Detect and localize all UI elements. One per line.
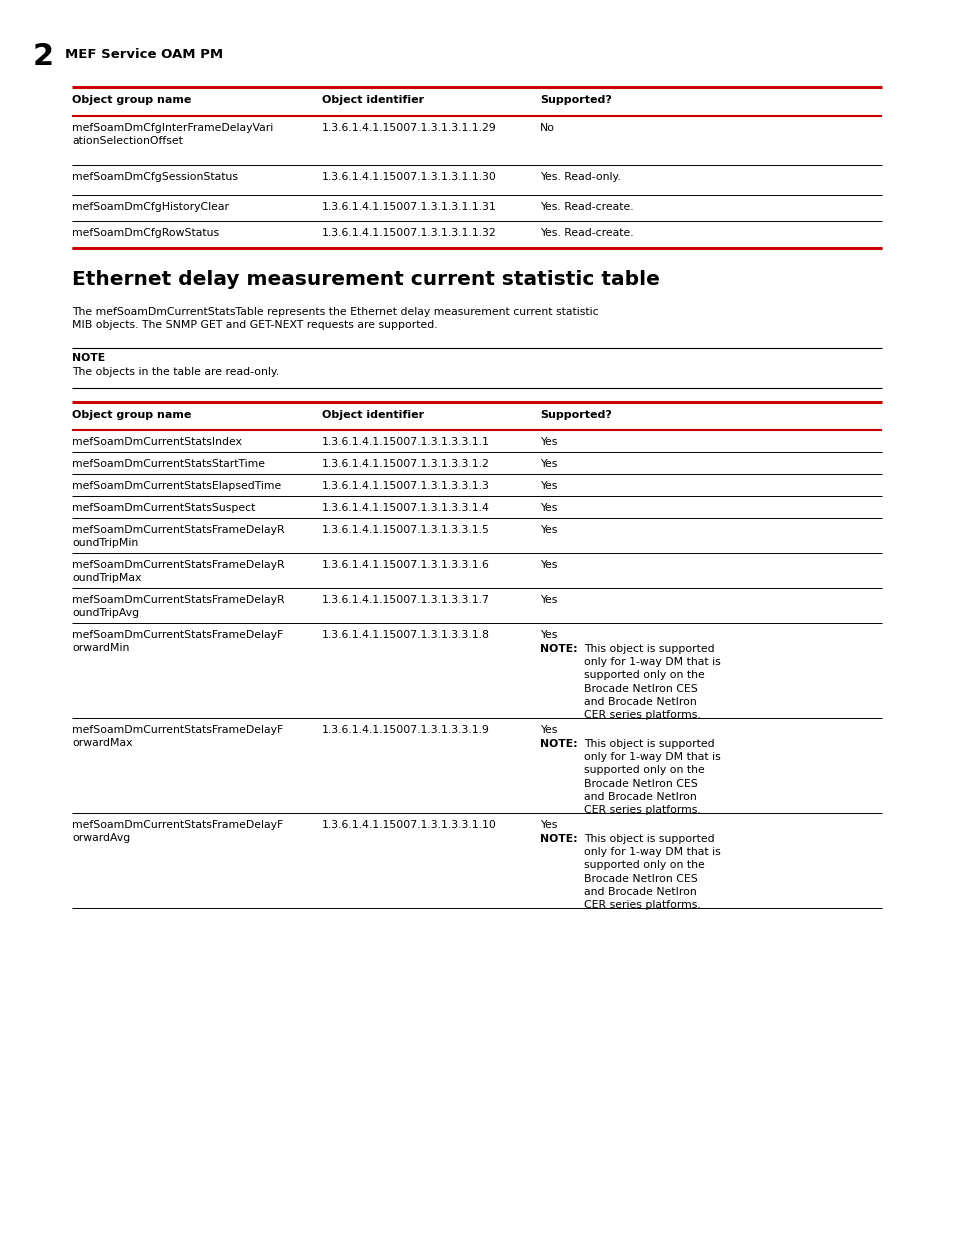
Text: Supported?: Supported? [539,410,611,420]
Text: Object identifier: Object identifier [322,95,424,105]
Text: 1.3.6.1.4.1.15007.1.3.1.3.1.1.32: 1.3.6.1.4.1.15007.1.3.1.3.1.1.32 [322,228,497,238]
Text: mefSoamDmCurrentStatsIndex: mefSoamDmCurrentStatsIndex [71,437,242,447]
Text: Yes: Yes [539,480,557,492]
Text: NOTE:: NOTE: [539,834,577,844]
Text: This object is supported
only for 1-way DM that is
supported only on the
Brocade: This object is supported only for 1-way … [583,834,720,910]
Text: Object identifier: Object identifier [322,410,424,420]
Text: mefSoamDmCurrentStatsFrameDelayR
oundTripAvg: mefSoamDmCurrentStatsFrameDelayR oundTri… [71,595,284,619]
Text: 1.3.6.1.4.1.15007.1.3.1.3.1.1.29: 1.3.6.1.4.1.15007.1.3.1.3.1.1.29 [322,124,497,133]
Text: Ethernet delay measurement current statistic table: Ethernet delay measurement current stati… [71,270,659,289]
Text: Yes: Yes [539,459,557,469]
Text: Yes: Yes [539,559,557,571]
Text: NOTE:: NOTE: [539,739,577,748]
Text: 1.3.6.1.4.1.15007.1.3.1.3.3.1.2: 1.3.6.1.4.1.15007.1.3.1.3.3.1.2 [322,459,489,469]
Text: MEF Service OAM PM: MEF Service OAM PM [65,48,223,61]
Text: mefSoamDmCurrentStatsFrameDelayR
oundTripMin: mefSoamDmCurrentStatsFrameDelayR oundTri… [71,525,284,548]
Text: mefSoamDmCurrentStatsFrameDelayF
orwardMax: mefSoamDmCurrentStatsFrameDelayF orwardM… [71,725,283,748]
Text: 1.3.6.1.4.1.15007.1.3.1.3.3.1.10: 1.3.6.1.4.1.15007.1.3.1.3.3.1.10 [322,820,497,830]
Text: mefSoamDmCurrentStatsFrameDelayF
orwardMin: mefSoamDmCurrentStatsFrameDelayF orwardM… [71,630,283,653]
Text: Yes: Yes [539,525,557,535]
Text: mefSoamDmCfgInterFrameDelayVari
ationSelectionOffset: mefSoamDmCfgInterFrameDelayVari ationSel… [71,124,273,146]
Text: NOTE:: NOTE: [539,643,577,655]
Text: Yes: Yes [539,503,557,513]
Text: mefSoamDmCfgHistoryClear: mefSoamDmCfgHistoryClear [71,203,229,212]
Text: Yes. Read-only.: Yes. Read-only. [539,172,620,182]
Text: 1.3.6.1.4.1.15007.1.3.1.3.1.1.30: 1.3.6.1.4.1.15007.1.3.1.3.1.1.30 [322,172,497,182]
Text: Yes: Yes [539,725,557,735]
Text: 1.3.6.1.4.1.15007.1.3.1.3.3.1.1: 1.3.6.1.4.1.15007.1.3.1.3.3.1.1 [322,437,489,447]
Text: mefSoamDmCurrentStatsStartTime: mefSoamDmCurrentStatsStartTime [71,459,265,469]
Text: 1.3.6.1.4.1.15007.1.3.1.3.3.1.4: 1.3.6.1.4.1.15007.1.3.1.3.3.1.4 [322,503,489,513]
Text: The objects in the table are read-only.: The objects in the table are read-only. [71,367,279,377]
Text: 1.3.6.1.4.1.15007.1.3.1.3.1.1.31: 1.3.6.1.4.1.15007.1.3.1.3.1.1.31 [322,203,497,212]
Text: Object group name: Object group name [71,410,192,420]
Text: mefSoamDmCurrentStatsElapsedTime: mefSoamDmCurrentStatsElapsedTime [71,480,281,492]
Text: Yes. Read-create.: Yes. Read-create. [539,203,633,212]
Text: No: No [539,124,555,133]
Text: Yes: Yes [539,820,557,830]
Text: Yes. Read-create.: Yes. Read-create. [539,228,633,238]
Text: 2: 2 [33,42,54,70]
Text: 1.3.6.1.4.1.15007.1.3.1.3.3.1.5: 1.3.6.1.4.1.15007.1.3.1.3.3.1.5 [322,525,489,535]
Text: Yes: Yes [539,437,557,447]
Text: The mefSoamDmCurrentStatsTable represents the Ethernet delay measurement current: The mefSoamDmCurrentStatsTable represent… [71,308,598,330]
Text: mefSoamDmCurrentStatsFrameDelayR
oundTripMax: mefSoamDmCurrentStatsFrameDelayR oundTri… [71,559,284,583]
Text: This object is supported
only for 1-way DM that is
supported only on the
Brocade: This object is supported only for 1-way … [583,643,720,720]
Text: mefSoamDmCurrentStatsFrameDelayF
orwardAvg: mefSoamDmCurrentStatsFrameDelayF orwardA… [71,820,283,844]
Text: This object is supported
only for 1-way DM that is
supported only on the
Brocade: This object is supported only for 1-way … [583,739,720,815]
Text: Yes: Yes [539,630,557,640]
Text: 1.3.6.1.4.1.15007.1.3.1.3.3.1.9: 1.3.6.1.4.1.15007.1.3.1.3.3.1.9 [322,725,489,735]
Text: mefSoamDmCfgRowStatus: mefSoamDmCfgRowStatus [71,228,219,238]
Text: Yes: Yes [539,595,557,605]
Text: 1.3.6.1.4.1.15007.1.3.1.3.3.1.8: 1.3.6.1.4.1.15007.1.3.1.3.3.1.8 [322,630,489,640]
Text: 1.3.6.1.4.1.15007.1.3.1.3.3.1.7: 1.3.6.1.4.1.15007.1.3.1.3.3.1.7 [322,595,489,605]
Text: mefSoamDmCurrentStatsSuspect: mefSoamDmCurrentStatsSuspect [71,503,255,513]
Text: Object group name: Object group name [71,95,192,105]
Text: NOTE: NOTE [71,353,105,363]
Text: mefSoamDmCfgSessionStatus: mefSoamDmCfgSessionStatus [71,172,237,182]
Text: 1.3.6.1.4.1.15007.1.3.1.3.3.1.6: 1.3.6.1.4.1.15007.1.3.1.3.3.1.6 [322,559,489,571]
Text: Supported?: Supported? [539,95,611,105]
Text: 1.3.6.1.4.1.15007.1.3.1.3.3.1.3: 1.3.6.1.4.1.15007.1.3.1.3.3.1.3 [322,480,489,492]
